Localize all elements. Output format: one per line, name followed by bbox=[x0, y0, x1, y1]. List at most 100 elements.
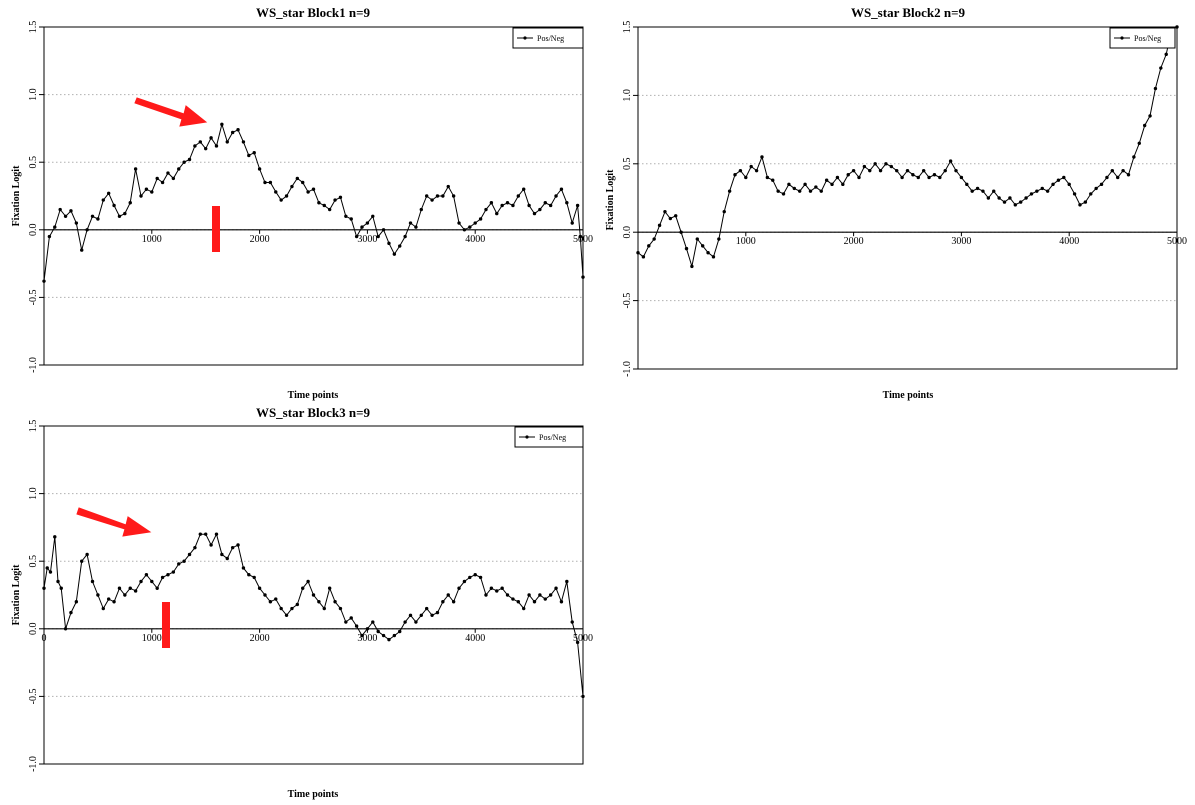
data-point bbox=[674, 214, 678, 218]
data-point bbox=[263, 180, 267, 185]
data-point bbox=[559, 187, 564, 191]
data-point bbox=[500, 203, 504, 208]
data-point bbox=[500, 586, 504, 590]
data-point bbox=[538, 207, 542, 212]
data-point bbox=[641, 255, 646, 259]
data-point bbox=[505, 201, 510, 205]
data-point bbox=[295, 176, 300, 181]
data-point bbox=[177, 167, 181, 171]
data-point bbox=[80, 248, 84, 252]
plot-frame bbox=[43, 26, 584, 366]
data-point bbox=[354, 234, 359, 239]
data-point bbox=[241, 140, 246, 144]
data-point bbox=[1116, 175, 1120, 180]
data-point bbox=[733, 173, 737, 177]
data-point bbox=[473, 221, 477, 225]
data-point bbox=[1126, 173, 1131, 177]
data-point bbox=[663, 209, 667, 214]
data-point bbox=[42, 279, 46, 283]
data-point bbox=[209, 136, 213, 140]
y-tick-label: -1.0 bbox=[622, 361, 633, 377]
data-point bbox=[376, 629, 380, 634]
data-point bbox=[45, 566, 49, 570]
data-point bbox=[387, 241, 391, 246]
y-tick-label: 0.5 bbox=[28, 555, 39, 568]
data-point bbox=[274, 190, 278, 194]
y-tick-label: 1.0 bbox=[622, 89, 633, 102]
data-point bbox=[1040, 186, 1044, 191]
data-point bbox=[446, 184, 450, 189]
data-point bbox=[419, 207, 423, 212]
data-point bbox=[1153, 86, 1158, 91]
chart-title: WS_star Block1 n=9 bbox=[256, 5, 371, 20]
x-tick-label: 3000 bbox=[951, 236, 971, 247]
data-point bbox=[101, 198, 105, 202]
legend-label: Pos/Neg bbox=[1134, 34, 1161, 43]
data-point bbox=[830, 182, 834, 187]
data-point bbox=[975, 186, 980, 191]
data-point bbox=[495, 589, 499, 593]
data-point bbox=[522, 187, 526, 191]
x-tick-label: 5000 bbox=[1167, 236, 1187, 247]
x-tick-label: 4000 bbox=[1059, 236, 1079, 247]
data-point bbox=[787, 182, 791, 187]
data-point bbox=[516, 600, 521, 604]
data-point bbox=[451, 600, 456, 604]
data-point bbox=[1018, 200, 1023, 204]
x-tick-label: 2000 bbox=[844, 236, 864, 247]
data-point bbox=[150, 579, 154, 584]
data-point bbox=[381, 633, 386, 638]
data-point bbox=[150, 190, 154, 194]
data-point bbox=[166, 171, 170, 175]
data-point bbox=[133, 167, 138, 171]
data-point bbox=[1035, 189, 1039, 193]
x-tick-label: 3000 bbox=[357, 633, 377, 644]
data-point bbox=[74, 221, 79, 225]
data-point bbox=[322, 606, 326, 611]
data-point bbox=[117, 214, 122, 218]
data-point bbox=[106, 191, 111, 195]
x-axis-label: Time points bbox=[883, 390, 934, 401]
data-point bbox=[1013, 203, 1017, 207]
data-point bbox=[489, 586, 494, 590]
data-point bbox=[376, 234, 380, 239]
data-point bbox=[435, 194, 440, 198]
data-point bbox=[938, 175, 942, 180]
data-point bbox=[846, 173, 850, 177]
data-point bbox=[575, 640, 580, 645]
y-tick-label: -1.0 bbox=[28, 357, 39, 373]
x-axis-label: Time points bbox=[288, 390, 339, 401]
data-point bbox=[387, 637, 391, 642]
data-point bbox=[424, 606, 429, 611]
data-point bbox=[668, 216, 673, 221]
data-point bbox=[548, 203, 553, 208]
data-point bbox=[878, 168, 883, 173]
data-point bbox=[554, 194, 558, 198]
data-point bbox=[69, 610, 73, 615]
data-point bbox=[1142, 123, 1147, 128]
data-point bbox=[349, 217, 353, 221]
data-point bbox=[214, 144, 219, 148]
data-point bbox=[943, 168, 947, 173]
data-point bbox=[765, 175, 770, 180]
data-point bbox=[204, 146, 208, 151]
data-point bbox=[53, 535, 57, 539]
data-point bbox=[1148, 114, 1152, 118]
x-tick-label: 5000 bbox=[573, 234, 593, 245]
y-axis-label: Fixation Logit bbox=[605, 169, 616, 231]
data-point bbox=[193, 144, 197, 148]
data-point bbox=[398, 244, 402, 248]
data-point bbox=[575, 203, 580, 208]
data-point bbox=[155, 176, 159, 181]
data-point bbox=[706, 251, 710, 255]
data-point bbox=[284, 194, 289, 198]
data-point bbox=[1094, 186, 1098, 191]
data-point bbox=[123, 593, 127, 597]
data-point bbox=[1099, 182, 1104, 187]
data-point bbox=[371, 214, 375, 218]
legend-label: Pos/Neg bbox=[537, 34, 564, 43]
data-point bbox=[895, 168, 899, 173]
data-point bbox=[495, 211, 499, 216]
data-point bbox=[408, 613, 413, 617]
